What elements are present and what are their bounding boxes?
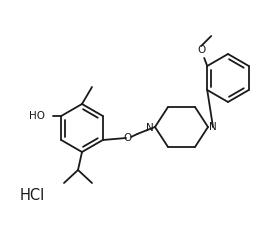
Text: O: O <box>123 133 131 143</box>
Text: O: O <box>197 45 205 55</box>
Text: N: N <box>209 122 217 132</box>
Text: HCl: HCl <box>20 188 45 202</box>
Text: HO: HO <box>29 111 45 121</box>
Text: N: N <box>146 123 154 133</box>
